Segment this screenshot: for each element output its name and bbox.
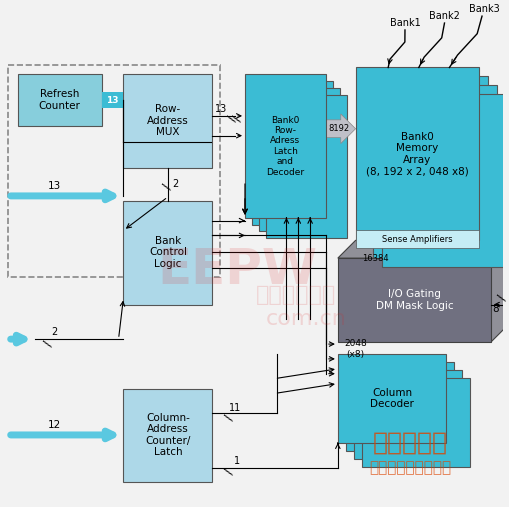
Text: /: / bbox=[42, 339, 55, 347]
FancyBboxPatch shape bbox=[124, 201, 212, 305]
Text: Bank
Control
Logic: Bank Control Logic bbox=[149, 236, 187, 269]
Text: Bank3: Bank3 bbox=[469, 4, 499, 14]
Text: com.cn: com.cn bbox=[266, 309, 347, 330]
Text: 1: 1 bbox=[234, 456, 240, 465]
Text: 2: 2 bbox=[51, 327, 58, 337]
Text: EEPW: EEPW bbox=[157, 246, 317, 294]
Text: 2: 2 bbox=[173, 179, 179, 189]
Text: Bank1: Bank1 bbox=[389, 18, 420, 28]
Text: /: / bbox=[495, 293, 508, 302]
Text: Bank0
Memory
Array
(8, 192 x 2, 048 x8): Bank0 Memory Array (8, 192 x 2, 048 x8) bbox=[366, 131, 469, 176]
FancyBboxPatch shape bbox=[18, 75, 102, 126]
Text: 电子产品世界: 电子产品世界 bbox=[256, 285, 336, 305]
Text: Row-
Address
MUX: Row- Address MUX bbox=[147, 104, 189, 137]
Polygon shape bbox=[326, 114, 356, 143]
Polygon shape bbox=[491, 240, 508, 342]
Text: I/O Gating
DM Mask Logic: I/O Gating DM Mask Logic bbox=[376, 289, 453, 311]
FancyBboxPatch shape bbox=[354, 370, 462, 459]
Text: /: / bbox=[230, 115, 244, 123]
FancyBboxPatch shape bbox=[245, 75, 326, 218]
FancyBboxPatch shape bbox=[0, 4, 503, 504]
Text: 11: 11 bbox=[229, 403, 241, 413]
Text: 13: 13 bbox=[106, 96, 119, 104]
FancyBboxPatch shape bbox=[374, 85, 497, 258]
FancyBboxPatch shape bbox=[361, 378, 470, 466]
Text: 8192: 8192 bbox=[328, 124, 349, 133]
Text: Column
Decoder: Column Decoder bbox=[370, 387, 414, 409]
Text: 8: 8 bbox=[493, 305, 499, 314]
Text: /: / bbox=[225, 115, 239, 123]
Text: Column-
Address
Counter/
Latch: Column- Address Counter/ Latch bbox=[145, 413, 190, 457]
FancyBboxPatch shape bbox=[364, 77, 488, 249]
FancyBboxPatch shape bbox=[338, 354, 446, 443]
Text: /: / bbox=[222, 467, 236, 476]
Text: Sense Amplifiers: Sense Amplifiers bbox=[382, 235, 452, 244]
FancyBboxPatch shape bbox=[356, 231, 479, 248]
Text: Bank2: Bank2 bbox=[429, 11, 460, 21]
FancyBboxPatch shape bbox=[356, 67, 479, 240]
Text: 13: 13 bbox=[215, 104, 228, 114]
Text: 易迪拓培训: 易迪拓培训 bbox=[373, 431, 447, 455]
FancyBboxPatch shape bbox=[338, 258, 491, 342]
FancyBboxPatch shape bbox=[259, 88, 340, 232]
FancyBboxPatch shape bbox=[124, 388, 212, 482]
Text: 13: 13 bbox=[48, 181, 61, 191]
Text: Bank0
Row-
Adress
Latch
and
Decoder: Bank0 Row- Adress Latch and Decoder bbox=[266, 116, 304, 176]
Text: 12: 12 bbox=[48, 420, 61, 430]
FancyBboxPatch shape bbox=[124, 75, 212, 168]
Text: /: / bbox=[222, 413, 236, 421]
Text: 16384: 16384 bbox=[362, 254, 389, 263]
FancyBboxPatch shape bbox=[252, 81, 333, 225]
Polygon shape bbox=[338, 240, 508, 258]
FancyBboxPatch shape bbox=[382, 94, 506, 267]
FancyBboxPatch shape bbox=[346, 362, 455, 451]
Text: 射频和天线设计专家: 射频和天线设计专家 bbox=[369, 460, 451, 475]
FancyBboxPatch shape bbox=[102, 92, 124, 108]
Text: 2048
(x8): 2048 (x8) bbox=[344, 339, 367, 359]
Text: /: / bbox=[160, 183, 174, 191]
Text: Refresh
Counter: Refresh Counter bbox=[38, 89, 80, 111]
FancyBboxPatch shape bbox=[0, 4, 503, 504]
FancyBboxPatch shape bbox=[266, 95, 347, 238]
